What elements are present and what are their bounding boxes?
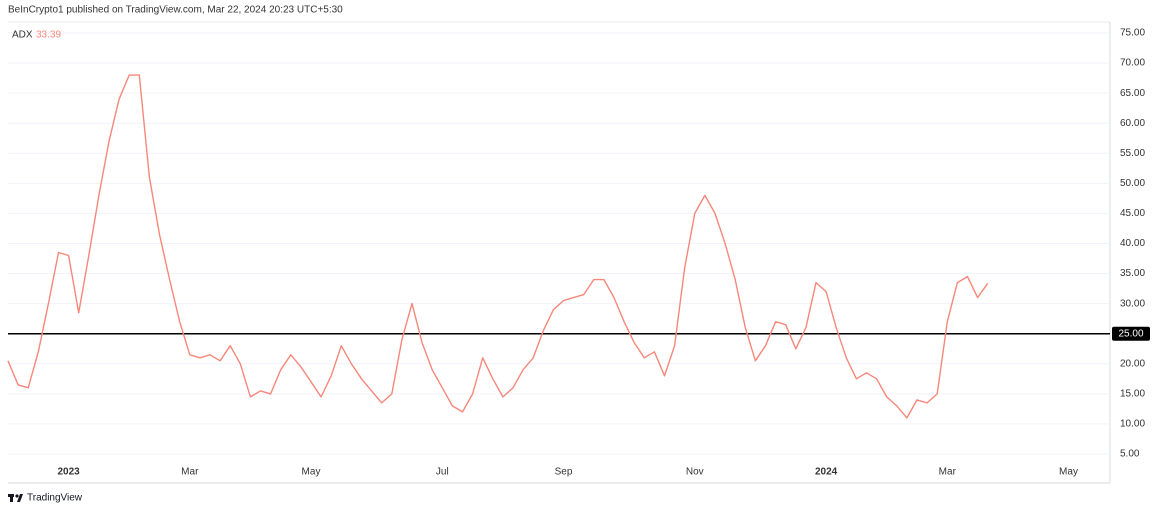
y-tick-label: 15.00	[1120, 388, 1145, 399]
x-tick-label: Nov	[686, 467, 704, 478]
x-tick-label: 2023	[57, 467, 80, 478]
footer: TradingView	[27, 493, 83, 504]
y-tick-label: 30.00	[1120, 298, 1145, 309]
footer-logo	[8, 494, 23, 502]
y-tick-label: 60.00	[1120, 118, 1145, 129]
legend-value: 33.39	[36, 30, 61, 41]
x-tick-label: Sep	[555, 467, 573, 478]
x-tick-label: May	[1059, 467, 1078, 478]
x-tick-label: 2024	[815, 467, 838, 478]
header: BeInCrypto1 published on TradingView.com…	[8, 5, 343, 16]
y-tick-label: 40.00	[1120, 238, 1145, 249]
x-tick-label: Jul	[436, 467, 449, 478]
y-tick-label: 20.00	[1120, 358, 1145, 369]
x-tick-label: Mar	[181, 467, 199, 478]
y-tick-label: 35.00	[1120, 268, 1145, 279]
y-tick-label: 55.00	[1120, 148, 1145, 159]
line	[7, 74, 989, 419]
y-tick-label: 75.00	[1120, 28, 1145, 39]
x-tick-label: Mar	[939, 467, 957, 478]
y-tick-label: 70.00	[1120, 58, 1145, 69]
reference-label-box	[1112, 326, 1150, 341]
y-tick-label: 45.00	[1120, 208, 1145, 219]
y-tick-label: 65.00	[1120, 88, 1145, 99]
reference-label: 25.00	[1118, 328, 1143, 339]
x-tick-label: May	[302, 467, 321, 478]
y-tick-label: 50.00	[1120, 178, 1145, 189]
legend-name: ADX	[12, 30, 33, 41]
y-tick-label: 10.00	[1120, 419, 1145, 430]
y-tick-label: 5.00	[1120, 449, 1140, 460]
